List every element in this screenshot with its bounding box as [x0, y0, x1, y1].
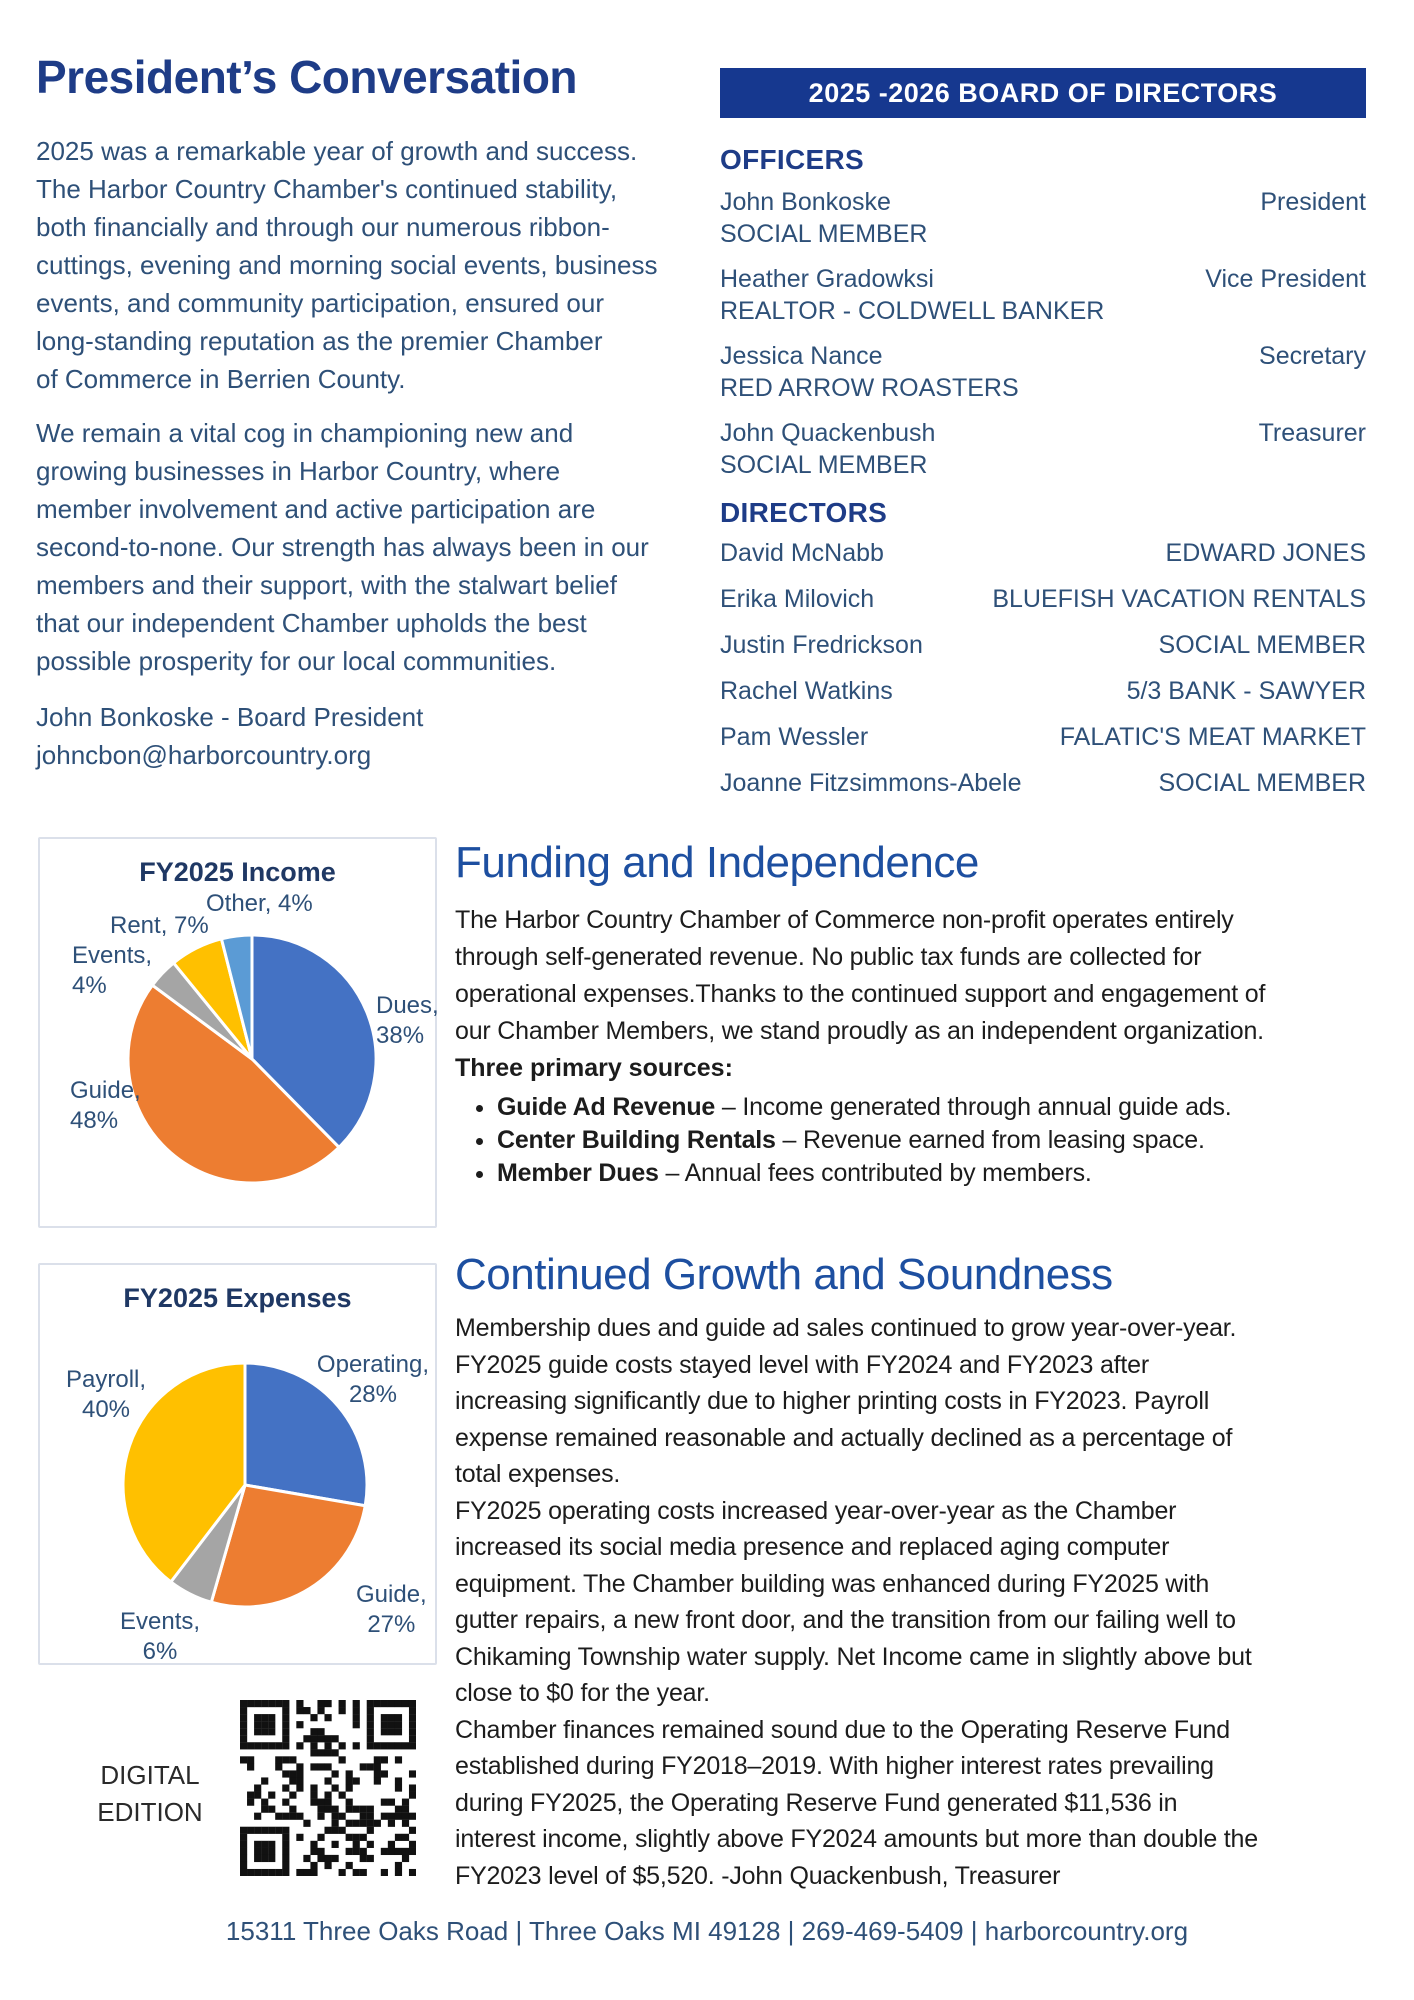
income-label-rent: Rent, 7% [110, 912, 209, 939]
officer-role: Treasurer [1258, 419, 1366, 447]
officer-name: John Quackenbush [720, 419, 936, 447]
bullet-lead: Member Dues [497, 1159, 659, 1187]
director-org: EDWARD JONES [1165, 539, 1366, 567]
expenses-label-operating: Operating, 28% [316, 1351, 429, 1408]
signature-name: John Bonkoske - Board President [36, 702, 424, 732]
expenses-label-guide: Guide, 27% [356, 1581, 427, 1638]
director-row: Pam Wessler FALATIC'S MEAT MARKET [720, 721, 1366, 753]
income-label-other: Other, 4% [206, 890, 313, 917]
signature-email: johncbon@harborcountry.org [36, 740, 372, 770]
income-label-guide: Guide, 48% [70, 1077, 141, 1134]
director-name: David McNabb [720, 539, 884, 567]
officer-org: SOCIAL MEMBER [720, 451, 928, 479]
expenses-label-events: Events, 6% [120, 1608, 201, 1665]
funding-bullet-list: Guide Ad Revenue – Income generated thro… [455, 1091, 1390, 1190]
director-name: Pam Wessler [720, 723, 869, 751]
director-name: Justin Fredrickson [720, 631, 923, 659]
president-signature: John Bonkoske - Board President johncbon… [36, 698, 423, 774]
bullet-lead: Guide Ad Revenue [497, 1093, 716, 1121]
bullet-lead: Center Building Rentals [497, 1126, 776, 1154]
qr-code [240, 1700, 416, 1876]
growth-body: Membership dues and guide ad sales conti… [455, 1314, 1258, 1890]
director-org: BLUEFISH VACATION RENTALS [992, 585, 1366, 613]
digital-edition-line1: DIGITAL [100, 1760, 200, 1790]
president-paragraph-2: We remain a vital cog in championing new… [36, 418, 649, 676]
officer-role: Vice President [1205, 265, 1366, 293]
board-banner: 2025 -2026 BOARD OF DIRECTORS [720, 68, 1366, 118]
growth-heading: Continued Growth and Soundness [455, 1250, 1113, 1299]
director-row: Joanne Fitzsimmons-Abele SOCIAL MEMBER [720, 767, 1366, 799]
footer-contact-line: 15311 Three Oaks Road | Three Oaks MI 49… [225, 1916, 1189, 1946]
officer-row: John Quackenbush SOCIAL MEMBER Treasurer [720, 417, 1366, 481]
digital-edition-line2: EDITION [97, 1797, 203, 1827]
page-title: President’s Conversation [36, 51, 578, 103]
funding-heading: Funding and Independence [455, 838, 979, 887]
income-pie-chart: FY2025 Income Dues, 38% Guide, 48% Event… [38, 837, 439, 1228]
digital-edition-label: DIGITAL EDITION [88, 1757, 212, 1831]
officer-role: President [1260, 188, 1366, 216]
officer-name: John Bonkoske [720, 188, 891, 216]
funding-body: The Harbor Country Chamber of Commerce n… [455, 906, 1266, 1045]
directors-heading: DIRECTORS [720, 497, 888, 528]
expenses-chart-title: FY2025 Expenses [123, 1283, 352, 1313]
officer-row: Jessica Nance RED ARROW ROASTERS Secreta… [720, 340, 1366, 404]
director-org: 5/3 BANK - SAWYER [1126, 677, 1366, 705]
income-pie [126, 933, 378, 1185]
expenses-pie [121, 1361, 369, 1609]
bullet-text: – Income generated through annual guide … [715, 1093, 1232, 1121]
funding-bullet: Center Building Rentals – Revenue earned… [497, 1124, 1390, 1157]
director-org: SOCIAL MEMBER [1158, 769, 1366, 797]
officer-role: Secretary [1259, 342, 1366, 370]
board-of-directors-panel: 2025 -2026 BOARD OF DIRECTORS OFFICERS J… [720, 68, 1366, 813]
officer-org: SOCIAL MEMBER [720, 220, 928, 248]
officer-row: John Bonkoske SOCIAL MEMBER President [720, 186, 1366, 250]
expenses-pie-chart: FY2025 Expenses Operating, 28% Guide, 27… [38, 1263, 437, 1665]
funding-section: Funding and Independence The Harbor Coun… [455, 838, 1390, 1190]
director-row: Rachel Watkins 5/3 BANK - SAWYER [720, 675, 1366, 707]
director-org: FALATIC'S MEAT MARKET [1059, 723, 1366, 751]
income-chart-title: FY2025 Income [139, 857, 336, 887]
officer-name: Jessica Nance [720, 342, 883, 370]
bullet-text: – Revenue earned from leasing space. [775, 1126, 1205, 1154]
income-label-events: Events, 4% [72, 942, 153, 999]
funding-bullet: Member Dues – Annual fees contributed by… [497, 1157, 1390, 1190]
director-name: Joanne Fitzsimmons-Abele [720, 769, 1022, 797]
bullet-text: – Annual fees contributed by members. [658, 1159, 1092, 1187]
officer-name: Heather Gradowksi [720, 265, 934, 293]
expenses-label-payroll: Payroll, 40% [66, 1366, 147, 1423]
president-paragraph-1: 2025 was a remarkable year of growth and… [36, 136, 658, 394]
officer-org: RED ARROW ROASTERS [720, 374, 1019, 402]
director-name: Erika Milovich [720, 585, 875, 613]
officers-heading: OFFICERS [720, 144, 864, 175]
income-label-dues: Dues, 38% [376, 992, 439, 1049]
funding-sources-label: Three primary sources: [455, 1054, 733, 1082]
director-row: David McNabb EDWARD JONES [720, 537, 1366, 569]
director-org: SOCIAL MEMBER [1158, 631, 1366, 659]
director-row: Erika Milovich BLUEFISH VACATION RENTALS [720, 583, 1366, 615]
funding-bullet: Guide Ad Revenue – Income generated thro… [497, 1091, 1390, 1124]
growth-section: Continued Growth and Soundness Membershi… [455, 1250, 1390, 1894]
director-row: Justin Fredrickson SOCIAL MEMBER [720, 629, 1366, 661]
director-name: Rachel Watkins [720, 677, 893, 705]
officer-org: REALTOR - COLDWELL BANKER [720, 297, 1105, 325]
officer-row: Heather Gradowksi REALTOR - COLDWELL BAN… [720, 263, 1366, 327]
